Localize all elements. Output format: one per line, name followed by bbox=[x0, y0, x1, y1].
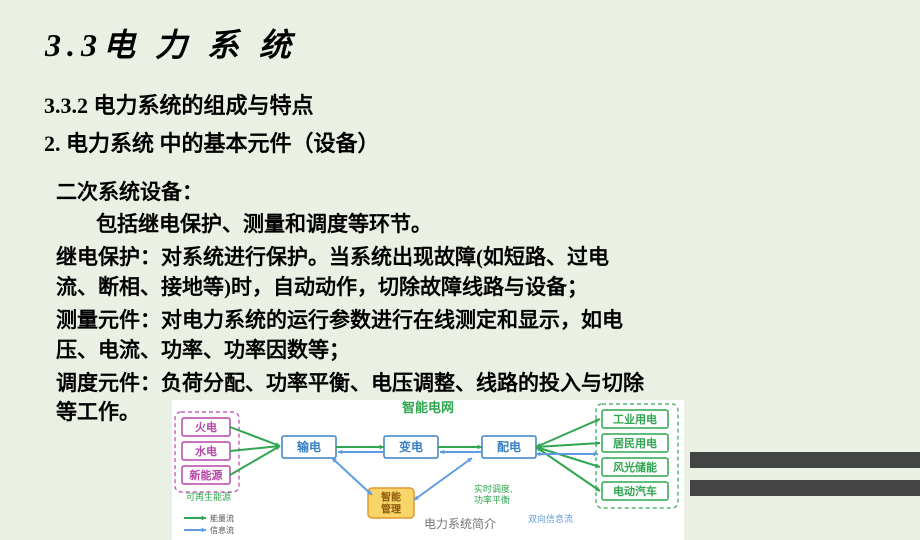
svg-text:配电: 配电 bbox=[497, 439, 521, 454]
right-bar-2 bbox=[690, 480, 920, 496]
body-intro: 包括继电保护、测量和调度等环节。 bbox=[56, 210, 646, 239]
svg-text:新能源: 新能源 bbox=[190, 468, 223, 482]
body-heading: 二次系统设备： bbox=[56, 176, 920, 206]
svg-text:双向信息流: 双向信息流 bbox=[528, 513, 573, 524]
svg-text:居民用电: 居民用电 bbox=[613, 436, 657, 450]
svg-text:火电: 火电 bbox=[195, 420, 217, 434]
body-para-relay: 继电保护：对系统进行保护。当系统出现故障(如短路、过电流、断相、接地等)时，自动… bbox=[56, 243, 646, 302]
svg-text:实时调度,: 实时调度, bbox=[474, 483, 512, 494]
right-bar-1 bbox=[690, 452, 920, 468]
svg-text:信息流: 信息流 bbox=[210, 525, 234, 535]
svg-text:风光储能: 风光储能 bbox=[613, 460, 657, 474]
svg-text:管理: 管理 bbox=[381, 503, 401, 516]
svg-text:智能: 智能 bbox=[381, 491, 401, 504]
svg-text:电动汽车: 电动汽车 bbox=[613, 484, 657, 498]
slide-section: 3.3.2 电力系统的组成与特点 bbox=[44, 88, 920, 120]
body-para-measure: 测量元件：对电力系统的运行参数进行在线测定和显示，如电压、电流、功率、功率因数等… bbox=[56, 306, 646, 365]
slide-subsection: 2. 电力系统 中的基本元件（设备） bbox=[44, 126, 920, 158]
svg-text:输电: 输电 bbox=[297, 439, 321, 454]
svg-text:智能电网: 智能电网 bbox=[402, 400, 454, 415]
svg-text:可再生能源: 可再生能源 bbox=[186, 491, 231, 502]
svg-text:工业用电: 工业用电 bbox=[613, 412, 657, 426]
svg-text:变电: 变电 bbox=[399, 439, 423, 454]
slide-title: 3.3电 力 系 统 bbox=[45, 20, 920, 66]
svg-text:能量流: 能量流 bbox=[210, 513, 234, 523]
svg-text:功率平衡: 功率平衡 bbox=[474, 494, 510, 505]
svg-text:水电: 水电 bbox=[195, 444, 217, 458]
